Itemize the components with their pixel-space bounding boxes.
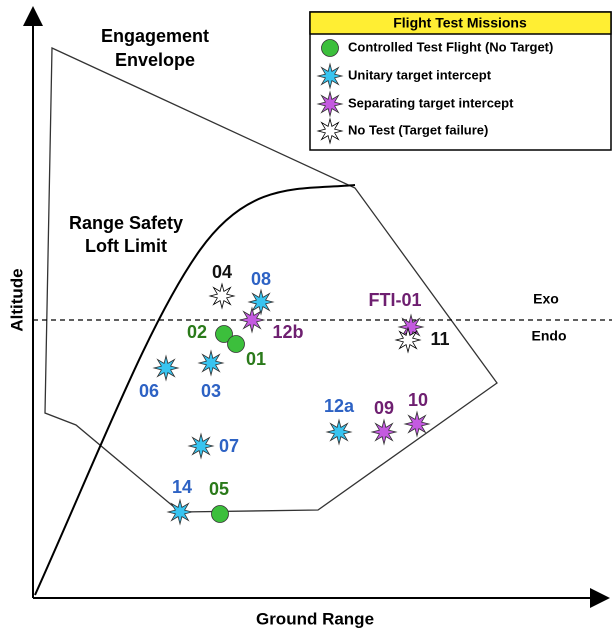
mission-label: 08 xyxy=(251,269,271,289)
y-axis-label: Altitude xyxy=(7,268,26,331)
mission-point: 12a xyxy=(324,396,355,446)
star-marker xyxy=(316,62,344,90)
x-axis-label: Ground Range xyxy=(256,609,374,628)
legend-header xyxy=(309,11,612,35)
mission-point: 09 xyxy=(370,398,398,446)
mission-label: 09 xyxy=(374,398,394,418)
mission-label: FTI-01 xyxy=(368,290,421,310)
star-marker xyxy=(247,288,275,316)
mission-point: 14 xyxy=(166,477,194,526)
mission-label: 11 xyxy=(430,329,449,349)
mission-label: 01 xyxy=(246,349,266,369)
star-marker xyxy=(166,498,194,526)
mission-label: 14 xyxy=(172,477,192,497)
mission-label: 06 xyxy=(139,381,159,401)
mission-label: 12b xyxy=(272,322,303,342)
mission-point: FTI-01 xyxy=(368,290,425,341)
mission-label: 12a xyxy=(324,396,355,416)
star-marker xyxy=(187,432,215,460)
legend-text: Controlled Test Flight (No Target) xyxy=(348,39,553,54)
legend-item: Separating target intercept xyxy=(316,90,514,118)
star-marker xyxy=(316,117,344,145)
legend: Flight Test Missions Controlled Test Fli… xyxy=(309,11,612,151)
mission-point: 06 xyxy=(139,354,180,401)
legend-item: No Test (Target failure) xyxy=(316,117,488,145)
legend-text: Separating target intercept xyxy=(348,95,514,110)
legend-item: Unitary target intercept xyxy=(316,62,492,90)
mission-label: 02 xyxy=(187,322,207,342)
circle-marker xyxy=(215,325,233,343)
mission-label: 10 xyxy=(408,390,428,410)
legend-item: Controlled Test Flight (No Target) xyxy=(321,39,553,57)
star-marker xyxy=(238,306,266,334)
mission-point: 01 xyxy=(227,335,266,369)
star-marker xyxy=(197,349,225,377)
region-label: Envelope xyxy=(115,50,195,70)
legend-text: No Test (Target failure) xyxy=(348,122,488,137)
region-label: Engagement xyxy=(101,26,209,46)
star-marker xyxy=(403,410,431,438)
mission-point: 03 xyxy=(197,349,225,401)
mission-label: 07 xyxy=(219,436,239,456)
mission-point: 08 xyxy=(247,269,275,316)
region-label: Loft Limit xyxy=(85,236,167,256)
star-marker xyxy=(325,418,353,446)
star-marker xyxy=(316,90,344,118)
mission-label: 04 xyxy=(212,262,232,282)
endo-label: Endo xyxy=(532,328,567,344)
star-marker xyxy=(394,326,422,354)
mission-point: 02 xyxy=(187,322,233,343)
legend-title: Flight Test Missions xyxy=(393,15,527,31)
engagement-envelope xyxy=(44,46,498,513)
missions: 04 08 12b 02 01 03 06 07 14 05 12a 09 10… xyxy=(139,262,450,526)
legend-text: Unitary target intercept xyxy=(348,67,492,82)
mission-point: 07 xyxy=(187,432,239,460)
star-marker xyxy=(370,418,398,446)
mission-point: 04 xyxy=(208,262,236,310)
mission-point: 05 xyxy=(209,479,229,523)
circle-marker xyxy=(211,505,229,523)
mission-label: 05 xyxy=(209,479,229,499)
star-marker xyxy=(152,354,180,382)
mission-point: 12b xyxy=(238,306,304,342)
circle-marker xyxy=(227,335,245,353)
mission-label: 03 xyxy=(201,381,221,401)
legend-box xyxy=(309,11,612,151)
star-marker xyxy=(208,282,236,310)
loft-limit-curve xyxy=(34,184,356,596)
region-label: Range Safety xyxy=(69,213,183,233)
mission-point: 10 xyxy=(403,390,431,438)
exo-label: Exo xyxy=(533,291,559,307)
mission-point: 11 xyxy=(394,326,450,354)
circle-marker xyxy=(321,39,339,57)
